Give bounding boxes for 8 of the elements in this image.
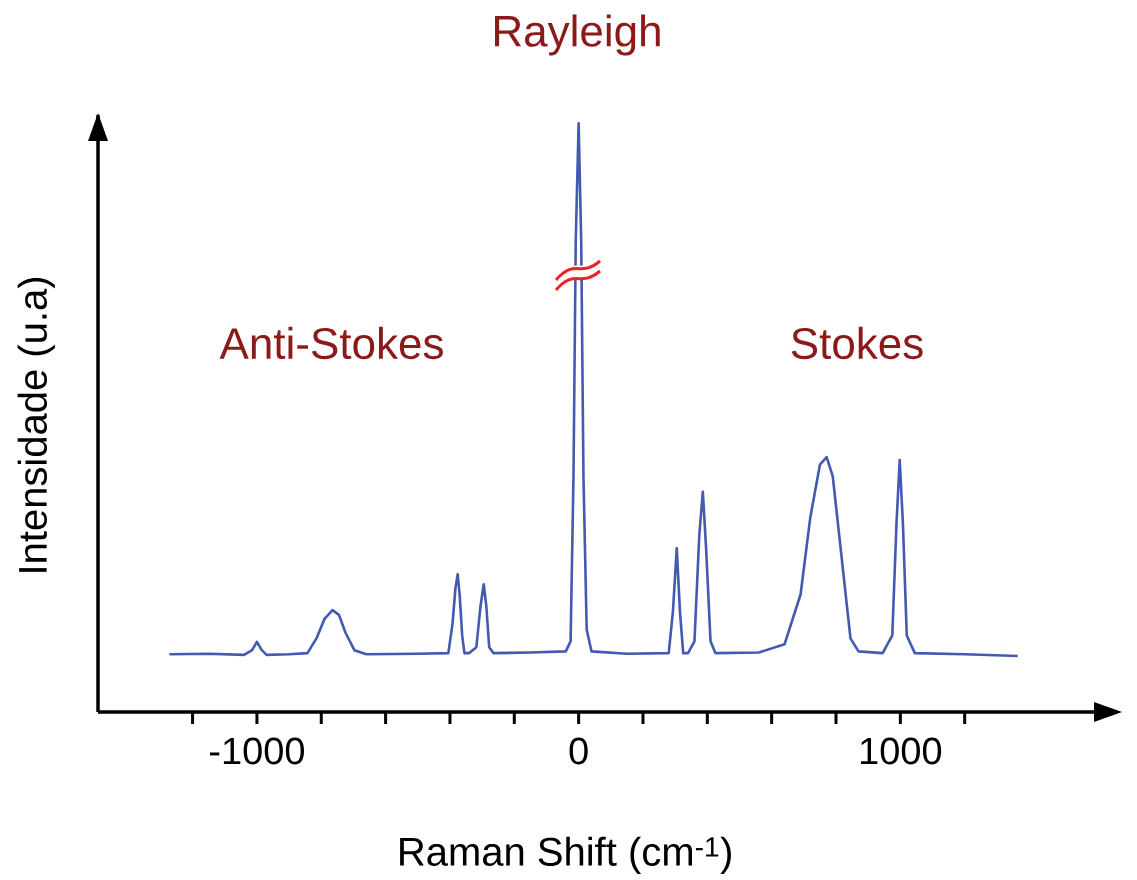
x-tick-label: -1000 (210, 737, 305, 765)
y-axis-title: Intensidade (u.a) (17, 277, 55, 572)
x-tick-label: 1000 (860, 737, 942, 765)
x-tick-label: 0 (569, 737, 588, 765)
annotation: Anti-Stokes (219, 326, 443, 360)
x-axis-title: Raman Shift (cm$^{-1}$) (400, 836, 731, 874)
annotation: Stokes (791, 326, 923, 360)
text: Rayleigh (495, 14, 660, 56)
